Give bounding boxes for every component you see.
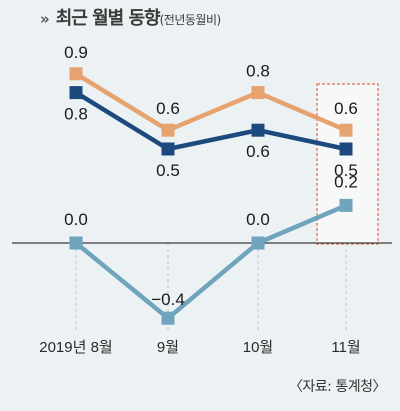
- source-note: 〈자료: 통계청〉: [288, 379, 387, 395]
- series-0-label-0: 0.9: [64, 43, 88, 62]
- series-2-point-0: [69, 236, 83, 250]
- highlight-box-11월: [316, 83, 379, 245]
- chart-title: » 최근 월별 동향 (전년동월비): [40, 4, 221, 30]
- series-1-line: [74, 90, 347, 152]
- double-chevron-icon: »: [40, 10, 50, 28]
- series-2-label-3: 0.2: [334, 172, 358, 191]
- series-1-label-2: 0.6: [246, 142, 270, 161]
- series-2-point-2: [251, 236, 265, 250]
- series-0-label-1: 0.6: [156, 99, 180, 118]
- series-0-point-3: [339, 123, 353, 137]
- series-1-label-3: 0.5: [334, 161, 358, 180]
- chart-title-subtitle: (전년동월비): [159, 13, 222, 27]
- series-0-label-3: 0.6: [334, 99, 358, 118]
- x-tick-label-2: 10월: [243, 339, 274, 356]
- series-0-label-2: 0.8: [246, 62, 270, 81]
- series-0-point-0: [69, 67, 83, 81]
- series-1-point-3: [339, 142, 353, 156]
- series-2-label-1: −0.4: [151, 290, 185, 309]
- series-2-point-1: [161, 311, 175, 325]
- x-tick-label-0: 2019년 8월: [39, 339, 112, 356]
- x-tick-label-3: 11월: [331, 339, 360, 356]
- x-tick-label-1: 9월: [157, 339, 179, 356]
- chart-title-main: 최근 월별 동향: [55, 8, 161, 29]
- series-2-label-0: 0.0: [64, 210, 88, 229]
- series-0-line: [74, 71, 347, 133]
- series-1-label-0: 0.8: [64, 105, 88, 124]
- series-1-label-1: 0.5: [156, 161, 180, 180]
- series-2-line: [74, 203, 347, 322]
- series-1-point-1: [161, 142, 175, 156]
- series-0-point-2: [251, 86, 265, 100]
- series-2-label-2: 0.0: [246, 210, 270, 229]
- series-2-point-3: [339, 198, 353, 212]
- series-0-point-1: [161, 123, 175, 137]
- series-1-point-2: [251, 123, 265, 137]
- series-1-point-0: [69, 86, 83, 100]
